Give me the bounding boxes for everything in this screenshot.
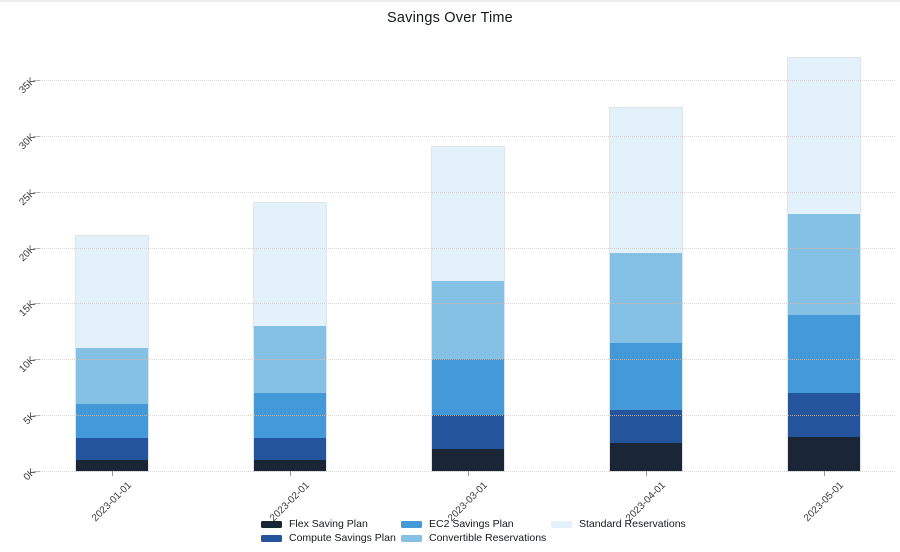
legend-swatch-icon [261,534,282,542]
legend-label: Flex Saving Plan [289,518,368,530]
bar-segment-compute-savings-plan [432,415,504,449]
y-gridline [40,247,895,249]
bar-segment-convertible-reservations [610,253,682,343]
y-gridline [40,135,895,137]
legend-item-flex-saving-plan: Flex Saving Plan [261,518,368,530]
y-axis-tick-label: 20K [17,243,38,264]
legend-swatch-icon [401,520,422,528]
bar-2023-04-01 [609,106,683,472]
bar-2023-03-01 [431,146,505,472]
bar-2023-05-01 [787,56,861,472]
y-axis-tick [33,247,40,249]
y-axis-tick-label: 25K [17,187,38,208]
legend-swatch-icon [401,534,422,542]
chart-title: Savings Over Time [387,10,513,26]
bar-segment-flex-saving-plan [610,443,682,471]
bar-segment-flex-saving-plan [788,437,860,471]
y-axis-tick-label: 15K [17,299,38,320]
bar-segment-convertible-reservations [76,348,148,404]
x-axis-tick [824,471,825,476]
bar-segment-standard-reservations [76,236,148,349]
x-axis-tick [646,471,647,476]
y-axis-tick-label: 35K [17,75,38,96]
x-axis-tick [290,471,291,476]
legend-label: Compute Savings Plan [289,532,396,544]
y-gridline [40,80,895,81]
y-axis-tick-label: 0K [21,466,38,484]
y-axis-tick-label: 10K [17,354,38,376]
legend-item-convertible-reservations: Convertible Reservations [401,532,546,544]
legend-label: Convertible Reservations [429,532,547,544]
bar-segment-ec2-savings-plan [610,342,682,410]
legend-item-standard-reservations: Standard Reservations [551,518,686,530]
bar-segment-flex-saving-plan [432,448,504,471]
y-axis-tick [33,135,40,137]
y-gridline [40,191,895,193]
bar-segment-standard-reservations [432,147,504,282]
y-gridline [40,471,895,472]
x-axis-tick-label: 2023-05-01 [801,480,846,524]
y-axis-tick [33,471,40,472]
bar-segment-compute-savings-plan [254,437,326,460]
bar-segment-convertible-reservations [788,214,860,315]
bar-2023-01-01 [75,235,149,472]
bar-segment-standard-reservations [254,202,326,326]
bar-segment-ec2-savings-plan [76,404,148,438]
y-gridline [40,415,895,417]
y-axis-tick-label: 30K [17,131,38,152]
bar-segment-ec2-savings-plan [432,359,504,416]
legend-item-compute-savings-plan: Compute Savings Plan [261,532,396,544]
y-axis-tick [33,80,40,81]
y-axis-tick [33,303,40,305]
y-gridline [40,303,895,305]
legend-label: Standard Reservations [579,518,686,530]
x-axis-tick [468,471,469,476]
bar-segment-standard-reservations [610,107,682,254]
y-gridline [40,359,895,361]
bar-segment-ec2-savings-plan [788,314,860,393]
bar-segment-compute-savings-plan [76,437,148,460]
y-axis-tick [33,415,40,417]
legend-item-ec2-savings-plan: EC2 Savings Plan [401,518,514,530]
bar-segment-flex-saving-plan [76,459,148,471]
bar-segment-convertible-reservations [432,281,504,360]
y-axis-tick [33,359,40,361]
x-axis-tick-label: 2023-01-01 [89,480,134,524]
legend-swatch-icon [551,520,572,528]
y-axis-tick [33,191,40,193]
y-axis-tick-label: 5K [21,410,38,428]
x-axis-tick [112,471,113,476]
bar-2023-02-01 [253,201,327,472]
legend-swatch-icon [261,520,282,528]
bar-segment-flex-saving-plan [254,459,326,471]
legend-label: EC2 Savings Plan [429,518,514,530]
